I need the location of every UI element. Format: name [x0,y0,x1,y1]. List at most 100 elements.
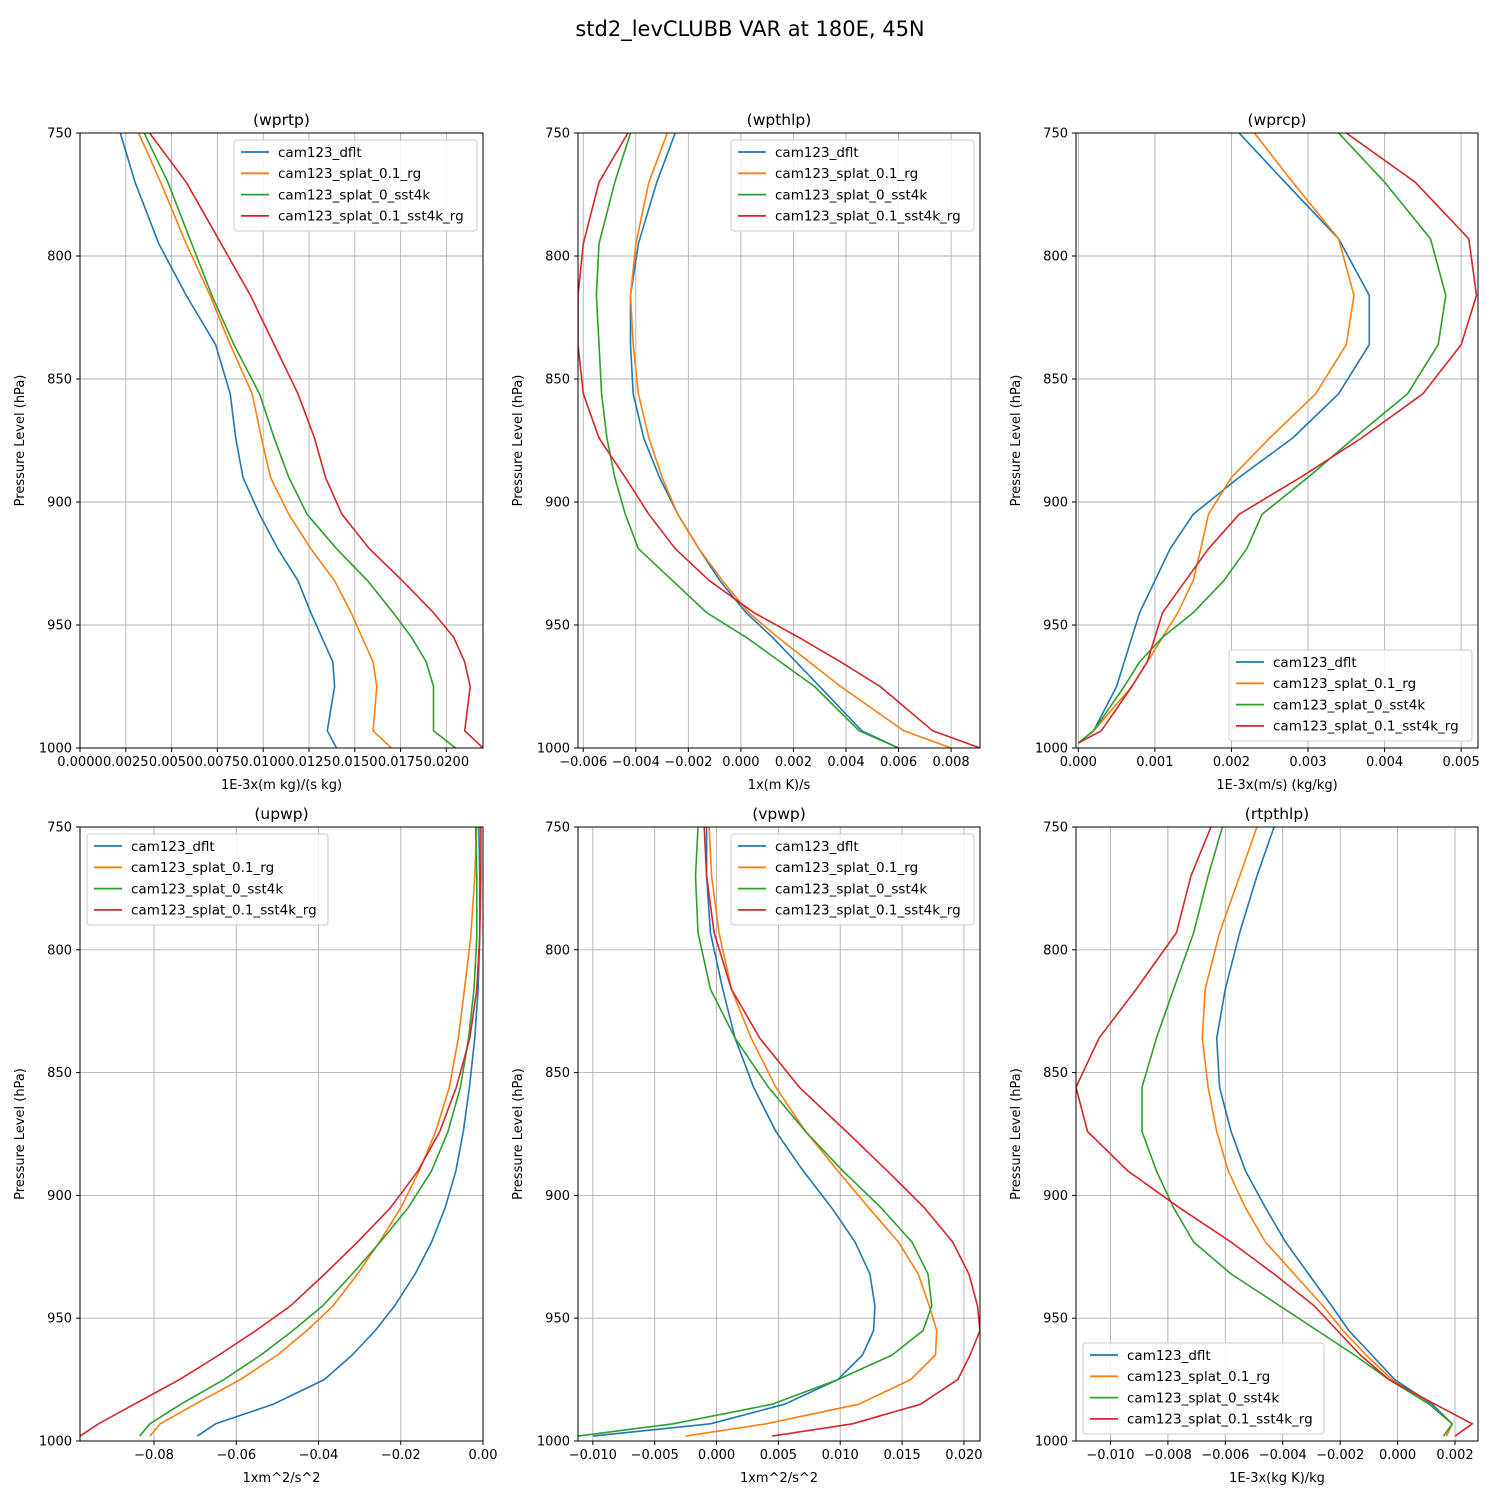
x-tick-label: −0.008 [1144,1448,1192,1463]
y-tick-label: 800 [47,250,72,265]
y-tick-label: 900 [1043,1189,1068,1204]
x-tick-label: −0.02 [381,1448,421,1463]
y-tick-label: 750 [1043,821,1068,836]
x-tick-label: −0.08 [134,1448,174,1463]
legend-label: cam123_splat_0_sst4k [1127,1390,1279,1406]
series-group [578,133,980,748]
y-tick-label: 850 [47,1066,72,1081]
y-axis-label: Pressure Level (hPa) [1009,1068,1024,1200]
x-tick-label: 0.0050 [149,755,195,770]
plot-frame [1075,826,1479,1442]
x-tick-label: 0.001 [1136,755,1173,770]
panel-title: (rtpthlp) [1245,805,1309,823]
legend-label: cam123_splat_0.1_rg [1127,1369,1270,1385]
y-axis-label: Pressure Level (hPa) [1009,375,1024,507]
x-tick-label: 0.015 [883,1448,920,1463]
series-line-cam123_splat_0.1_rg [137,133,392,748]
legend-label: cam123_dflt [278,145,362,161]
y-tick-label: 1000 [1035,1435,1068,1450]
series-line-cam123_splat_0.1_sst4k_rg [578,133,980,748]
x-tick-label: 0.0025 [103,755,149,770]
x-axis-label: 1xm^2/s^2 [740,1471,818,1486]
y-tick-label: 1000 [537,1435,570,1450]
series-group [119,133,483,748]
x-tick-label: 0.0125 [286,755,332,770]
panel-1: 0.0000 0.0025 0.0050 0.0075 0.0100 0.0125 0.01… [13,111,484,793]
y-tick-label: 900 [545,496,570,511]
legend-label: cam123_splat_0.1_sst4k_rg [775,209,961,225]
legend-box [730,833,975,926]
series-line-cam123_splat_0_sst4k [578,827,933,1437]
y-tick-label: 950 [545,619,570,634]
y-tick-label: 850 [1043,1066,1068,1081]
y-axis-label: Pressure Level (hPa) [511,1068,526,1200]
x-tick-label: 0.020 [945,1448,982,1463]
legend: cam123_dflt cam123_splat_0.1_rg cam123_spl… [730,833,975,926]
legend-box [233,139,478,232]
legend-label: cam123_splat_0_sst4k [278,187,430,203]
legend: cam123_dflt cam123_splat_0.1_rg cam123_spl… [730,139,975,232]
y-axis-label: Pressure Level (hPa) [511,375,526,507]
panel-title: (wpthlp) [747,111,812,129]
x-tick-label: −0.06 [216,1448,256,1463]
series-line-cam123_splat_0_sst4k [1077,133,1447,744]
x-axis-label: 1E-3x(m kg)/(s kg) [221,778,342,793]
x-axis-label: 1xm^2/s^2 [242,1471,320,1486]
series-line-cam123_splat_0_sst4k [143,133,456,748]
legend-box [1228,649,1473,742]
y-tick-label: 800 [1043,250,1068,265]
x-tick-label: −0.002 [1316,1448,1364,1463]
series-line-cam123_dflt [119,133,338,748]
panel-title: (wprcp) [1247,111,1306,129]
legend-label: cam123_splat_0.1_rg [775,166,918,182]
series-line-cam123_splat_0.1_sst4k_rg [148,133,483,748]
x-tick-label: −0.006 [1201,1448,1249,1463]
series-line-cam123_splat_0_sst4k [595,133,899,748]
x-tick-label: 0.004 [1366,755,1403,770]
panel-3: 0.000 0.001 0.002 0.003 0.004 0.005 750 800 850 9… [1009,111,1480,793]
x-tick-label: 0.003 [1289,755,1326,770]
legend: cam123_dflt cam123_splat_0.1_rg cam123_spl… [1228,649,1473,742]
legend-label: cam123_dflt [1127,1348,1211,1364]
series-group [578,827,980,1437]
y-tick-label: 750 [1043,127,1068,142]
y-tick-label: 800 [1043,943,1068,958]
y-tick-label: 800 [545,250,570,265]
y-tick-label: 950 [1043,619,1068,634]
series-line-cam123_dflt [1077,133,1371,744]
legend-box [730,139,975,232]
x-tick-label: 0.002 [1213,755,1250,770]
x-tick-label: −0.004 [1259,1448,1307,1463]
series-group [1077,133,1478,744]
x-tick-label: −0.002 [664,755,712,770]
series-line-cam123_splat_0.1_sst4k_rg [703,827,980,1437]
y-tick-label: 900 [47,496,72,511]
y-tick-label: 850 [545,373,570,388]
x-tick-label: 0.00 [469,1448,498,1463]
panel-4: −0.08 −0.06 −0.04 −0.02 0.00 750 800 850 900 950 1… [13,805,497,1486]
x-tick-label: 0.005 [760,1448,797,1463]
y-tick-label: 750 [47,127,72,142]
x-tick-label: 0.000 [698,1448,735,1463]
series-line-cam123_splat_0.1_sst4k_rg [80,827,482,1437]
panel-2: −0.006 −0.004 −0.002 0.000 0.002 0.004 0.006 0.… [511,111,981,793]
legend-box [1082,1342,1325,1435]
x-tick-label: 0.0175 [378,755,424,770]
legend-label: cam123_splat_0.1_rg [1273,676,1416,692]
legend-label: cam123_splat_0_sst4k [131,881,283,897]
plot-frame [577,132,981,749]
legend-label: cam123_splat_0.1_rg [131,860,274,876]
legend-label: cam123_splat_0.1_rg [775,860,918,876]
series-group [80,827,482,1437]
y-tick-label: 1000 [1035,742,1068,757]
y-tick-label: 950 [545,1312,570,1327]
y-tick-label: 800 [47,943,72,958]
y-tick-label: 900 [545,1189,570,1204]
legend-label: cam123_splat_0.1_sst4k_rg [1273,719,1459,735]
x-tick-label: 0.0100 [240,755,286,770]
panel-6: −0.010 −0.008 −0.006 −0.004 −0.002 0.000 0.002… [1009,805,1479,1486]
y-tick-label: 750 [545,821,570,836]
series-line-cam123_splat_0.1_sst4k_rg [1076,827,1474,1437]
x-tick-label: 0.0150 [332,755,378,770]
